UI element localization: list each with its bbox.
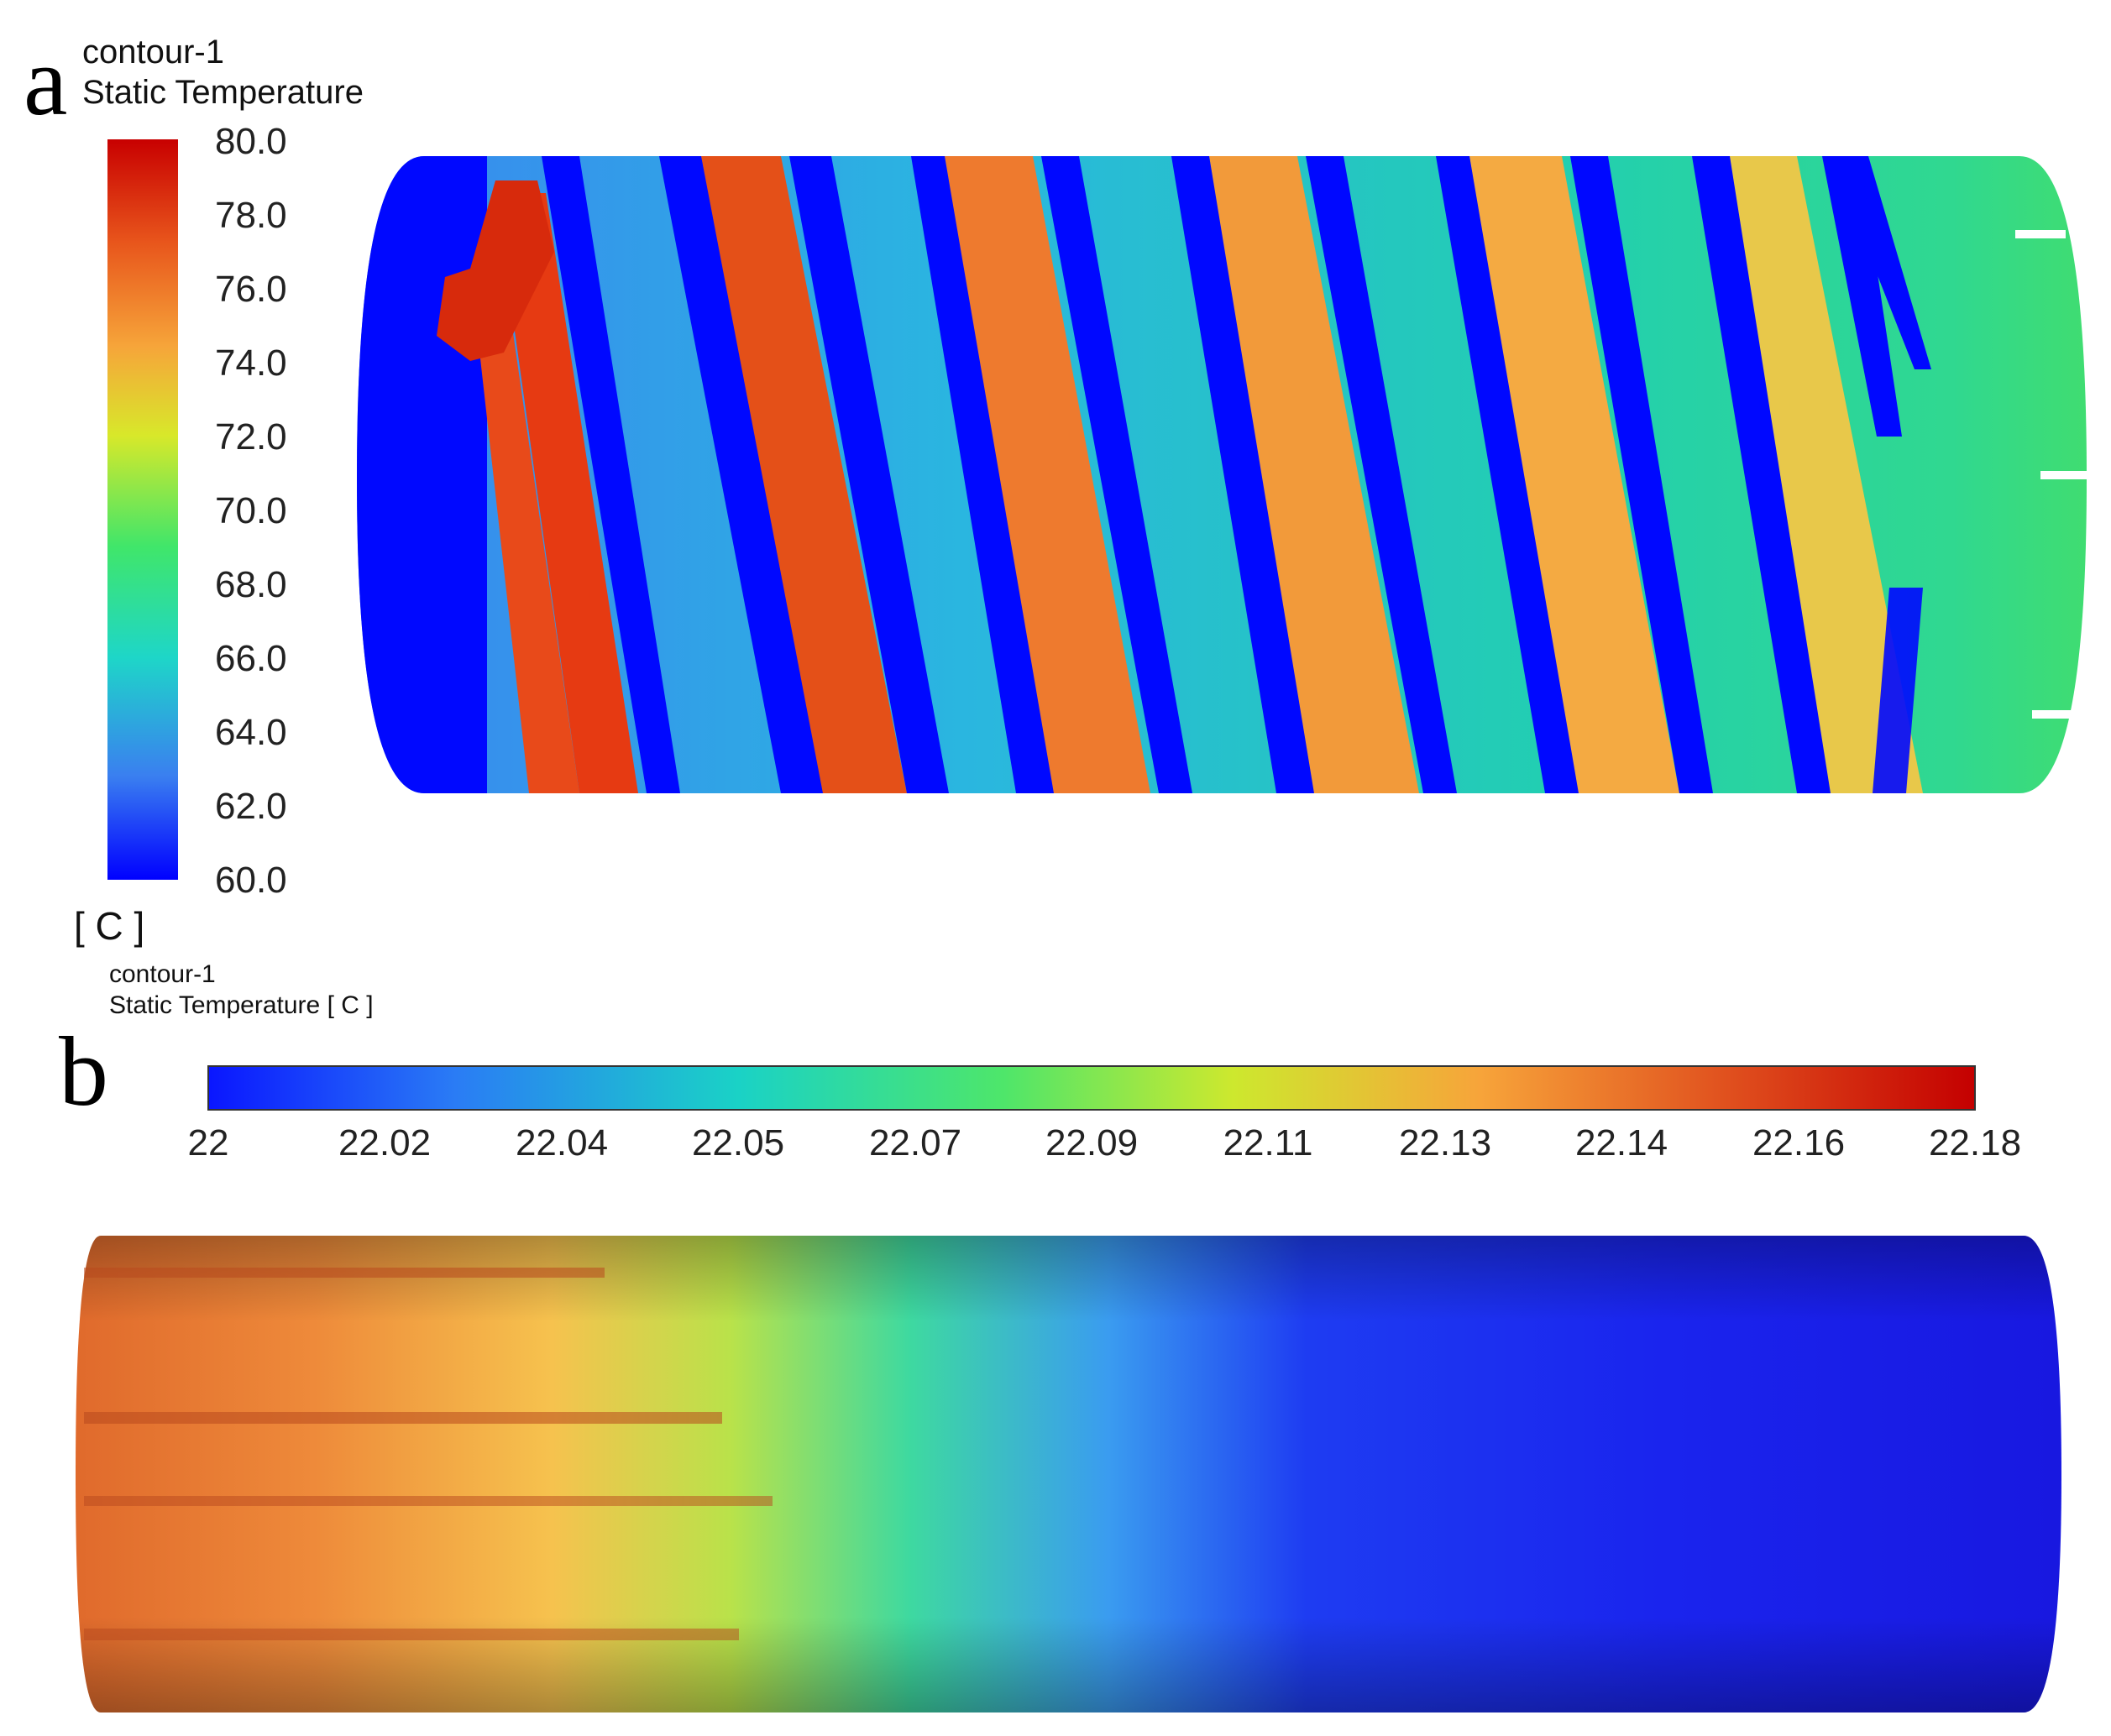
colorbar-a-tick-10: 60.0 xyxy=(215,860,287,901)
hot-band-2 xyxy=(701,156,907,793)
colorbar-a-tick-4: 72.0 xyxy=(215,416,287,458)
panel-b-cylinder xyxy=(76,1236,2061,1712)
panel-b-letter: b xyxy=(59,1017,108,1127)
cold-gap-9 xyxy=(1570,156,1713,793)
panel-a-cylinder xyxy=(357,156,2087,793)
colorbar-a-tick-8: 64.0 xyxy=(215,712,287,753)
panel-b-colorbar xyxy=(207,1065,1976,1111)
cold-gap-4 xyxy=(911,156,1054,793)
colorbar-b-tick-2: 22.04 xyxy=(515,1122,609,1163)
cold-gap-7 xyxy=(1306,156,1457,793)
colorbar-a-tick-1: 78.0 xyxy=(215,195,287,236)
panel-b-legend-variable: Static Temperature [ C ] xyxy=(109,991,374,1019)
outlet-mark-3 xyxy=(2032,710,2076,719)
colorbar-b-tick-8: 22.14 xyxy=(1574,1122,1668,1163)
colorbar-a-tick-3: 74.0 xyxy=(215,342,287,384)
colorbar-a-tick-7: 66.0 xyxy=(215,638,287,679)
streak-4 xyxy=(84,1629,739,1640)
colorbar-a-tick-9: 62.0 xyxy=(215,786,287,827)
colorbar-b-tick-9: 22.16 xyxy=(1752,1122,1846,1163)
panel-a-colorbar xyxy=(107,139,178,880)
streak-2 xyxy=(84,1412,722,1424)
colorbar-b-tick-4: 22.07 xyxy=(868,1122,962,1163)
cold-gap-6 xyxy=(1171,156,1314,793)
panel-a-unit: [ C ] xyxy=(74,904,145,948)
hot-band-5 xyxy=(1469,156,1679,793)
cold-gap-8 xyxy=(1436,156,1579,793)
streak-1 xyxy=(84,1268,605,1278)
panel-b-legend-title: contour-1 xyxy=(109,960,216,988)
colorbar-a-tick-5: 70.0 xyxy=(215,490,287,531)
inlet-hot-plume xyxy=(437,180,554,361)
cold-gap-10 xyxy=(1692,156,1831,793)
colorbar-a-tick-2: 76.0 xyxy=(215,269,287,310)
colorbar-b-tick-0: 22 xyxy=(187,1122,229,1163)
streak-3 xyxy=(84,1496,773,1506)
colorbar-b-tick-3: 22.05 xyxy=(691,1122,785,1163)
colorbar-b-tick-6: 22.11 xyxy=(1223,1122,1313,1163)
colorbar-b-tick-1: 22.02 xyxy=(338,1122,432,1163)
panel-a-letter: a xyxy=(24,26,68,136)
hot-band-6 xyxy=(1713,156,1923,793)
cold-gap-3 xyxy=(789,156,949,793)
colorbar-b-tick-7: 22.13 xyxy=(1398,1122,1492,1163)
cold-gap-5 xyxy=(1041,156,1192,793)
panel-a-legend-title: contour-1 xyxy=(82,34,224,71)
hot-band-4 xyxy=(1209,156,1419,793)
hot-band-3 xyxy=(945,156,1150,793)
colorbar-b-tick-5: 22.09 xyxy=(1045,1122,1139,1163)
colorbar-a-tick-0: 80.0 xyxy=(215,121,287,162)
cold-gap-2 xyxy=(659,156,823,793)
outlet-mark-1 xyxy=(2015,230,2066,238)
hot-band-1 xyxy=(495,193,638,793)
colorbar-b-tick-10: 22.18 xyxy=(1928,1122,2022,1163)
panel-a-legend-variable: Static Temperature xyxy=(82,74,364,111)
cold-gap-1 xyxy=(542,156,680,793)
outlet-mark-2 xyxy=(2040,471,2091,479)
colorbar-a-tick-6: 68.0 xyxy=(215,564,287,605)
